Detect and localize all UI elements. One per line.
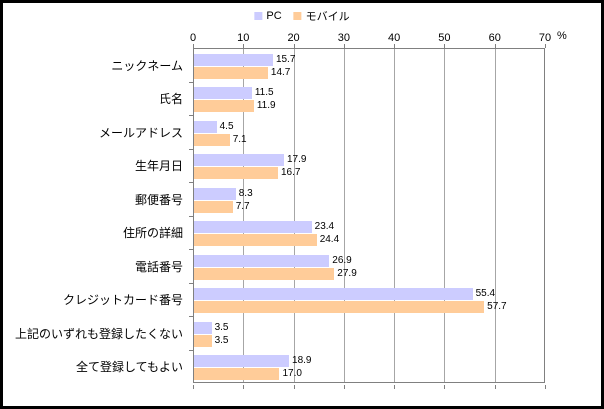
category-label: 生年月日 <box>134 159 183 174</box>
category-boundary-tick <box>189 249 193 250</box>
bar-value-label: 11.5 <box>254 87 274 98</box>
gridline <box>394 49 396 382</box>
category-label: ニックネーム <box>111 58 183 73</box>
category-boundary-tick <box>189 81 193 83</box>
mobile-bar <box>194 133 230 146</box>
category-boundary-tick <box>189 316 193 317</box>
mobile-bar <box>194 234 317 246</box>
pc-bar <box>194 53 273 66</box>
x-tick-label: 0 <box>189 32 197 44</box>
x-tick-label: 50 <box>438 32 451 44</box>
mobile-bar <box>194 200 233 213</box>
bar-value-label: 3.5 <box>214 321 229 333</box>
bar-value-label: 7.1 <box>232 133 247 145</box>
x-tick-label: 70 <box>538 32 552 44</box>
x-tick-label: 40 <box>388 32 401 44</box>
pc-bar <box>194 321 212 334</box>
x-axis-unit-label: % <box>557 30 567 42</box>
pc-bar <box>194 154 284 166</box>
legend-item-pc: PC <box>254 10 282 22</box>
x-tickmark-top <box>545 44 546 48</box>
category-boundary-tick <box>189 215 193 217</box>
bar-value-label: 57.7 <box>487 301 507 312</box>
pc-bar <box>194 187 236 200</box>
category-boundary-tick <box>189 148 193 150</box>
x-tickmark-bottom <box>293 385 295 389</box>
bar-value-label: 3.5 <box>214 334 229 346</box>
x-tick-label: 30 <box>337 32 350 44</box>
category-boundary-tick <box>189 115 193 116</box>
gridline <box>343 49 345 382</box>
bar-value-label: 26.9 <box>332 254 352 266</box>
bar-value-label: 17.0 <box>282 368 302 379</box>
pc-bar <box>194 221 312 233</box>
gridline <box>494 49 496 382</box>
plot-area: 15.7 14.7 11.5 11.9 4.5 7.1 17.9 16.7 8.3 7.7 23.4… <box>193 48 545 383</box>
category-label: 氏名 <box>158 92 183 107</box>
mobile-bar <box>194 267 335 280</box>
bar-value-label: 15.7 <box>275 53 296 65</box>
category-label: メールアドレス <box>98 125 183 140</box>
x-tick-label: 10 <box>237 32 250 44</box>
legend-swatch-icon <box>293 12 302 20</box>
legend-swatch-icon <box>254 12 263 20</box>
category-label: 電話番号 <box>134 259 183 274</box>
x-tickmark-top <box>343 44 345 48</box>
x-tickmark-top <box>243 44 245 48</box>
x-tickmark-bottom <box>394 385 396 389</box>
gridline <box>444 49 446 382</box>
bar-value-label: 27.9 <box>337 267 357 279</box>
bar-value-label: 23.4 <box>314 221 335 232</box>
legend: PC モバイル <box>254 8 350 24</box>
bar-value-label: 24.4 <box>319 234 340 245</box>
category-boundary-tick <box>189 282 193 284</box>
mobile-bar <box>194 167 278 179</box>
gridline <box>293 49 295 382</box>
x-tickmark-top <box>193 44 194 48</box>
category-boundary-tick <box>189 182 193 183</box>
x-tickmark-bottom <box>444 385 446 389</box>
bar-value-label: 8.3 <box>238 187 253 199</box>
pc-bar <box>194 355 290 367</box>
x-tickmark-top <box>444 44 446 48</box>
category-label: 住所の詳細 <box>122 226 183 241</box>
x-tick-label: 20 <box>287 32 300 44</box>
category-label: 郵便番号 <box>134 192 183 207</box>
x-tickmark-bottom <box>343 385 345 389</box>
bar-value-label: 14.7 <box>270 66 291 78</box>
mobile-bar <box>194 301 485 313</box>
category-label: 全て登録してもよい <box>75 360 183 375</box>
bar-value-label: 55.4 <box>475 288 496 299</box>
pc-bar <box>194 254 330 267</box>
bar-value-label: 11.9 <box>256 100 276 111</box>
x-tick-label: 60 <box>488 32 501 44</box>
x-tickmark-top <box>494 44 496 48</box>
legend-item-mobile: モバイル <box>293 8 350 24</box>
x-tickmark-bottom <box>494 385 496 389</box>
bar-value-label: 4.5 <box>219 120 234 132</box>
mobile-bar <box>194 368 280 380</box>
x-tickmark-top <box>293 44 295 48</box>
pc-bar <box>194 120 217 133</box>
x-tickmark-bottom <box>193 385 194 389</box>
legend-label: モバイル <box>305 11 350 23</box>
mobile-bar <box>194 100 254 112</box>
gridline <box>243 49 245 382</box>
category-label: 上記のいずれも登録したくない <box>14 326 183 341</box>
category-boundary-tick <box>189 349 193 351</box>
category-label: クレジットカード番号 <box>62 293 183 308</box>
x-tickmark-bottom <box>243 385 245 389</box>
bar-value-label: 17.9 <box>287 154 307 165</box>
pc-bar <box>194 288 473 300</box>
bar-value-label: 7.7 <box>235 200 250 212</box>
x-tickmark-top <box>394 44 396 48</box>
mobile-bar <box>194 66 268 79</box>
pc-bar <box>194 87 252 99</box>
bar-value-label: 16.7 <box>280 167 301 178</box>
bar-value-label: 18.9 <box>292 355 312 366</box>
mobile-bar <box>194 334 212 347</box>
legend-label: PC <box>266 10 282 22</box>
x-tickmark-bottom <box>545 385 546 389</box>
